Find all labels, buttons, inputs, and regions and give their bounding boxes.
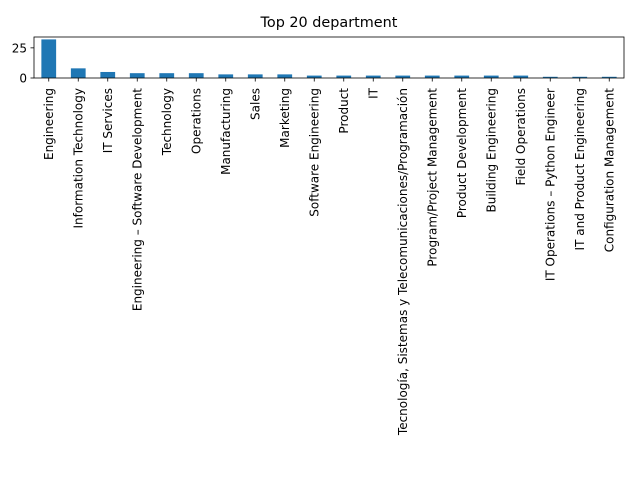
bar-16: [513, 75, 529, 78]
bar-12: [395, 75, 411, 78]
bar-14: [454, 75, 470, 78]
x-tick-label-0: Engineering: [42, 88, 56, 160]
y-tick-label-1: 25: [12, 41, 27, 55]
bar-18: [572, 76, 588, 78]
x-tick-label-17: IT Operations – Python Engineer: [543, 88, 557, 281]
x-axis-ticks: Engineering Information Technology IT Serv…: [42, 78, 616, 436]
x-tick-label-19: Configuration Management: [602, 88, 616, 253]
x-tick-label-4: Technology: [160, 88, 174, 156]
y-axis-ticks: 0 25: [12, 41, 34, 86]
bar-5: [188, 73, 204, 78]
bar-19: [601, 76, 617, 78]
x-tick-label-15: Building Engineering: [484, 88, 498, 213]
x-tick-label-6: Manufacturing: [219, 88, 233, 175]
x-tick-label-8: Marketing: [278, 88, 292, 148]
bar-17: [542, 76, 558, 78]
plot-frame: [33, 36, 625, 79]
bars-group: [41, 39, 617, 78]
bar-2: [100, 71, 116, 78]
y-tick-label-0: 0: [19, 72, 27, 86]
bar-8: [277, 74, 293, 78]
x-tick-label-12: Tecnología, Sistemas y Telecomunicacione…: [396, 88, 410, 436]
chart-title: Top 20 department: [260, 15, 398, 31]
bar-15: [483, 75, 499, 78]
bar-10: [336, 75, 352, 78]
x-tick-label-9: Software Engineering: [307, 88, 321, 217]
x-tick-label-14: Product Development: [455, 88, 469, 218]
x-tick-label-1: Information Technology: [71, 88, 85, 229]
bar-4: [159, 73, 175, 78]
x-tick-label-13: Program/Project Management: [425, 88, 439, 267]
x-tick-label-7: Sales: [248, 88, 262, 120]
x-tick-label-5: Operations: [189, 88, 203, 154]
bar-7: [247, 74, 263, 78]
bar-3: [129, 73, 145, 78]
x-tick-label-18: IT and Product Engineering: [573, 88, 587, 250]
bar-1: [70, 68, 86, 78]
x-tick-label-11: IT: [366, 87, 380, 99]
x-tick-label-2: IT Services: [101, 88, 115, 153]
x-tick-label-16: Field Operations: [514, 88, 528, 185]
x-tick-label-3: Engineering – Software Development: [130, 88, 144, 311]
bar-9: [306, 75, 322, 78]
bar-0: [41, 39, 57, 78]
bar-11: [365, 75, 381, 78]
bar-6: [218, 74, 234, 78]
bar-13: [424, 75, 440, 78]
x-tick-label-10: Product: [337, 88, 351, 134]
